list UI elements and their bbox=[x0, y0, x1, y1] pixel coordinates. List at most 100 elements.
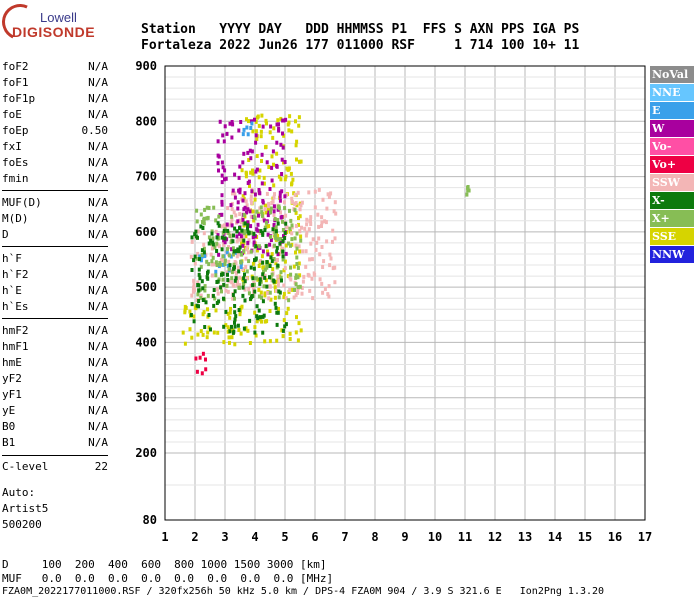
echo-point-x bbox=[215, 249, 219, 253]
echo-point-x bbox=[467, 188, 471, 193]
echo-point-x bbox=[251, 276, 255, 281]
echo-point-x bbox=[288, 208, 291, 213]
echo-point-x bbox=[214, 218, 218, 223]
echo-point-ssw bbox=[238, 212, 242, 217]
echo-point-ssw bbox=[231, 296, 235, 301]
echo-point-sse bbox=[205, 335, 209, 340]
echo-point-w bbox=[248, 209, 252, 214]
param-value: N/A bbox=[88, 340, 108, 353]
echo-point-ssw bbox=[236, 265, 240, 270]
echo-point-sse bbox=[298, 273, 302, 278]
echo-point-x bbox=[239, 260, 243, 265]
echo-point-sse bbox=[283, 259, 287, 264]
echo-point-x bbox=[273, 301, 277, 306]
echo-point-w bbox=[220, 173, 224, 178]
echo-point-ssw bbox=[282, 200, 286, 205]
param-value: N/A bbox=[88, 372, 108, 385]
echo-point-x bbox=[274, 305, 278, 310]
echo-point-x bbox=[222, 324, 226, 329]
echo-point-sse bbox=[275, 151, 279, 156]
echo-point-ssw bbox=[300, 225, 303, 230]
echo-point-sse bbox=[224, 323, 228, 328]
echo-point-ssw bbox=[226, 206, 230, 210]
echo-point-x bbox=[289, 243, 292, 248]
y-tick-label: 700 bbox=[135, 170, 157, 184]
echo-point-x bbox=[269, 234, 273, 239]
echo-point-sse bbox=[294, 143, 298, 148]
echo-point-x bbox=[273, 217, 277, 221]
echo-point-sse bbox=[270, 154, 274, 159]
echo-point-sse bbox=[244, 326, 248, 331]
echo-point-ssw bbox=[313, 189, 317, 194]
legend-item-nnw: NNW bbox=[650, 246, 694, 263]
echo-point-x bbox=[234, 314, 238, 319]
echo-point-x bbox=[283, 231, 287, 235]
param-row-foes: foEs N/A bbox=[2, 156, 108, 172]
echo-point-sse bbox=[264, 118, 268, 123]
param-value: N/A bbox=[88, 196, 108, 209]
echo-point-sse bbox=[183, 341, 187, 346]
echo-point-w bbox=[233, 172, 237, 177]
echo-point-w bbox=[222, 139, 226, 144]
echo-point-ssw bbox=[294, 201, 298, 205]
echo-point-x bbox=[237, 308, 241, 312]
echo-point-sse bbox=[280, 328, 284, 333]
echo-point-ssw bbox=[193, 288, 197, 293]
echo-point-x bbox=[281, 257, 285, 262]
echo-point-ssw bbox=[192, 278, 196, 283]
echo-point-ssw bbox=[230, 217, 234, 222]
param-name: hmE bbox=[2, 356, 22, 369]
echo-point-x bbox=[274, 225, 278, 230]
echo-point-w bbox=[217, 168, 220, 173]
echo-point-ssw bbox=[196, 251, 200, 256]
echo-point-x bbox=[246, 223, 250, 228]
echo-point-ssw bbox=[233, 191, 237, 196]
echo-point-x bbox=[197, 288, 201, 293]
echo-point-sse bbox=[255, 137, 259, 141]
param-name: foF1p bbox=[2, 92, 36, 105]
echo-point-x bbox=[253, 216, 257, 221]
echo-point-sse bbox=[239, 331, 243, 336]
echo-point-ssw bbox=[317, 224, 321, 229]
legend-item-nne: NNE bbox=[650, 84, 694, 101]
echo-point-ssw bbox=[327, 284, 331, 289]
echo-point-ssw bbox=[214, 229, 218, 234]
echo-point-x bbox=[228, 329, 232, 334]
echo-point-x bbox=[236, 323, 240, 328]
echo-point-x bbox=[242, 326, 246, 331]
param-name: B1 bbox=[2, 436, 16, 449]
echo-point-x bbox=[273, 233, 277, 238]
echo-point-sse bbox=[295, 157, 298, 162]
echo-point-ssw bbox=[305, 222, 309, 227]
param-value: 22 bbox=[94, 460, 108, 473]
echo-point-e bbox=[250, 121, 254, 126]
echo-point-x bbox=[213, 296, 217, 301]
echo-point-ssw bbox=[333, 280, 337, 285]
echo-point-ssw bbox=[308, 257, 312, 262]
echo-point-ssw bbox=[331, 239, 334, 244]
echo-point-ssw bbox=[302, 274, 306, 279]
echo-point-ssw bbox=[220, 224, 224, 229]
echo-point-ssw bbox=[267, 204, 271, 209]
echo-point-x bbox=[250, 294, 254, 298]
echo-point-sse bbox=[230, 335, 234, 340]
echo-point-ssw bbox=[327, 294, 331, 299]
echo-point-x bbox=[269, 210, 272, 215]
echo-point-w bbox=[251, 235, 255, 240]
echo-point-sse bbox=[260, 159, 263, 163]
echo-point-sse bbox=[192, 314, 196, 319]
echo-point-w bbox=[255, 167, 259, 172]
param-row-h-es: h`Es N/A bbox=[2, 300, 108, 316]
echo-point-sse bbox=[251, 171, 255, 176]
echo-point-w bbox=[279, 142, 283, 147]
param-name: foF2 bbox=[2, 60, 29, 73]
echo-point-w bbox=[241, 217, 245, 222]
echo-point-x bbox=[242, 231, 246, 236]
echo-point-x bbox=[215, 263, 219, 267]
echo-point-x bbox=[248, 318, 252, 323]
echo-point-ssw bbox=[247, 238, 251, 243]
echo-point-sse bbox=[253, 197, 257, 202]
echo-point-ssw bbox=[307, 273, 311, 278]
echo-point-x bbox=[265, 265, 269, 270]
